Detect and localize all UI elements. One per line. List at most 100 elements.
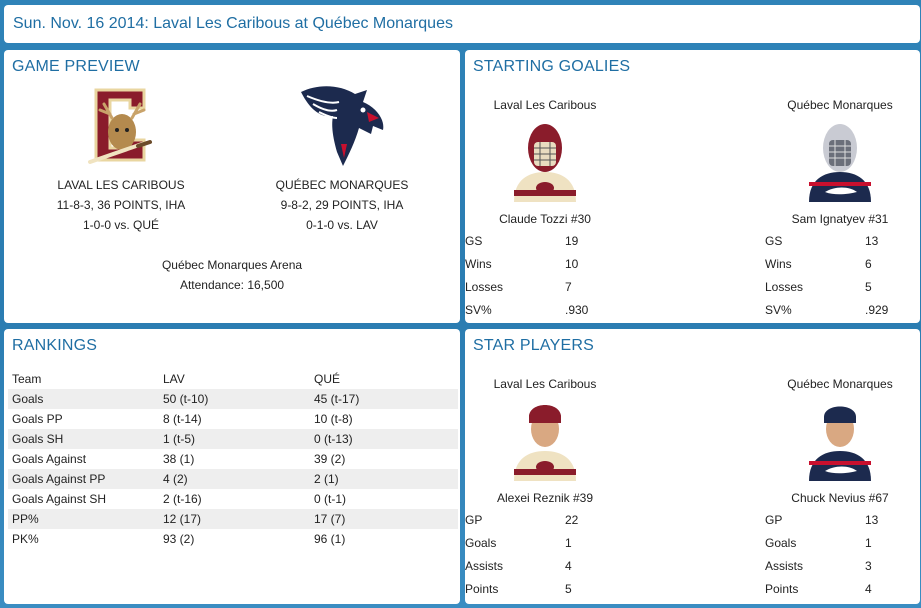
table-row: Goals SH 1 (t-5) 0 (t-13) — [8, 429, 458, 449]
table-cell: Goals Against — [12, 452, 87, 466]
table-row: Goals Against PP 4 (2) 2 (1) — [8, 469, 458, 489]
stat-value: 1 — [865, 536, 872, 550]
table-cell: PK% — [12, 532, 39, 546]
quebec-head-to-head: 0-1-0 vs. LAV — [306, 218, 378, 232]
stat-label: Points — [465, 582, 499, 596]
laval-preview-info: LAVAL LES CARIBOUS 11-8-3, 36 POINTS, IH… — [21, 175, 221, 235]
goalie-right-name: Sam Ignatyev #31 — [791, 212, 889, 226]
table-cell: 0 (t-1) — [314, 492, 347, 506]
star-right-portrait — [809, 406, 871, 481]
stat-label: Assists — [765, 559, 804, 573]
attendance: Attendance: 16,500 — [179, 278, 285, 292]
quebec-preview-info: QUÉBEC MONARQUES 9-8-2, 29 POINTS, IHA 0… — [242, 175, 442, 235]
quebec-record: 9-8-2, 29 POINTS, IHA — [280, 198, 404, 212]
page-title: Sun. Nov. 16 2014: Laval Les Caribous at… — [13, 15, 453, 32]
star-right-name: Chuck Nevius #67 — [791, 491, 889, 505]
stat-label: Losses — [465, 280, 504, 294]
table-cell: 2 (1) — [310, 469, 458, 489]
quebec-dragon-logo-icon — [301, 86, 384, 166]
star-left-name: Alexei Reznik #39 — [496, 491, 594, 505]
table-cell: 12 (17) — [159, 509, 310, 529]
stat-label: GP — [765, 513, 783, 527]
column-header: LAV — [163, 372, 185, 386]
stat-label: Wins — [465, 257, 492, 271]
table-row: Goals 50 (t-10) 45 (t-17) — [8, 389, 458, 409]
table-cell: 1 (t-5) — [159, 429, 310, 449]
table-cell: Goals PP — [12, 412, 63, 426]
stat-value: 22 — [565, 513, 579, 527]
table-cell: 38 (1) — [163, 452, 195, 466]
rankings-panel: RANKINGS Team LAV QUÉ Goals 50 (t-10) 45 (… — [4, 329, 460, 604]
column-header: Team — [12, 372, 42, 386]
stat-label: SV% — [465, 303, 492, 317]
quebec-team-name: QUÉBEC MONARQUES — [275, 178, 409, 192]
stat-value: .929 — [865, 303, 889, 317]
column-header: QUÉ — [314, 372, 341, 386]
stat-value: 6 — [865, 257, 872, 271]
table-row: PK% 93 (2) 96 (1) — [8, 529, 458, 549]
star-right-stats: GP 13 Goals 1 Assists 3 Points 4 — [765, 510, 915, 602]
laval-head-to-head: 1-0-0 vs. QUÉ — [82, 218, 160, 232]
goalie-left-team: Laval Les Caribous — [493, 98, 597, 112]
laval-team-name: LAVAL LES CARIBOUS — [57, 178, 185, 192]
star-players-panel: STAR PLAYERS Laval Les Caribous Alexei R… — [465, 329, 920, 604]
stat-value: 1 — [565, 536, 572, 550]
star-players-heading: STAR PLAYERS — [473, 337, 594, 354]
laval-caribou-logo-icon — [88, 88, 152, 164]
stat-label: Points — [765, 582, 799, 596]
starting-goalies-panel: STARTING GOALIES Laval Les Caribous Clau… — [465, 50, 920, 323]
stat-label: GS — [465, 234, 483, 248]
stat-label: Losses — [765, 280, 804, 294]
stat-label: SV% — [765, 303, 792, 317]
table-cell: Goals Against SH — [12, 492, 107, 506]
table-cell: 45 (t-17) — [310, 389, 458, 409]
stat-value: 19 — [565, 234, 579, 248]
table-cell: 0 (t-13) — [310, 429, 458, 449]
stat-value: 5 — [865, 280, 872, 294]
goalie-left-stats: GS 19 Wins 10 Losses 7 SV% .930 — [465, 231, 665, 323]
table-cell: 50 (t-10) — [159, 389, 310, 409]
table-cell: Goals — [8, 389, 159, 409]
game-preview-heading: GAME PREVIEW — [12, 58, 140, 75]
table-cell: 96 (1) — [314, 532, 346, 546]
table-cell: 8 (t-14) — [163, 412, 202, 426]
venue-info: Québec Monarques Arena Attendance: 16,50… — [132, 255, 332, 295]
stat-label: Assists — [465, 559, 504, 573]
table-row: Goals Against 38 (1) 39 (2) — [8, 449, 458, 469]
game-preview-panel: GAME PREVIEW LAVAL LES CARIBOUS 11-8-3, … — [4, 50, 460, 323]
stat-label: Goals — [465, 536, 497, 550]
stat-value: 7 — [565, 280, 572, 294]
table-cell: Goals SH — [8, 429, 159, 449]
table-cell: 39 (2) — [314, 452, 346, 466]
table-cell: 10 (t-8) — [314, 412, 353, 426]
starting-goalies-heading: STARTING GOALIES — [473, 58, 631, 75]
stat-value: 4 — [565, 559, 572, 573]
stat-value: 4 — [865, 582, 872, 596]
goalie-right-stats: GS 13 Wins 6 Losses 5 SV% .929 — [765, 231, 915, 323]
stat-label: GS — [765, 234, 783, 248]
title-bar: Sun. Nov. 16 2014: Laval Les Caribous at… — [4, 5, 920, 43]
stat-value: 10 — [565, 257, 579, 271]
table-cell: PP% — [8, 509, 159, 529]
arena-name: Québec Monarques Arena — [161, 258, 303, 272]
star-left-portrait — [514, 405, 576, 481]
table-cell: 17 (7) — [310, 509, 458, 529]
goalie-right-portrait — [809, 124, 871, 202]
table-cell: 93 (2) — [163, 532, 195, 546]
stat-label: Goals — [765, 536, 797, 550]
laval-record: 11-8-3, 36 POINTS, IHA — [56, 198, 186, 212]
table-cell: 4 (2) — [159, 469, 310, 489]
goalie-right-team: Québec Monarques — [787, 98, 893, 112]
table-cell: 2 (t-16) — [163, 492, 202, 506]
star-left-team: Laval Les Caribous — [493, 377, 597, 391]
goalie-left-name: Claude Tozzi #30 — [499, 212, 591, 226]
star-right-team: Québec Monarques — [787, 377, 893, 391]
stat-value: 13 — [865, 234, 879, 248]
stat-value: 13 — [865, 513, 879, 527]
stat-value: .930 — [565, 303, 589, 317]
table-row: Goals PP 8 (t-14) 10 (t-8) — [8, 409, 458, 429]
stat-label: GP — [465, 513, 483, 527]
table-row: Goals Against SH 2 (t-16) 0 (t-1) — [8, 489, 458, 509]
stat-value: 5 — [565, 582, 572, 596]
star-left-stats: GP 22 Goals 1 Assists 4 Points 5 — [465, 510, 665, 602]
